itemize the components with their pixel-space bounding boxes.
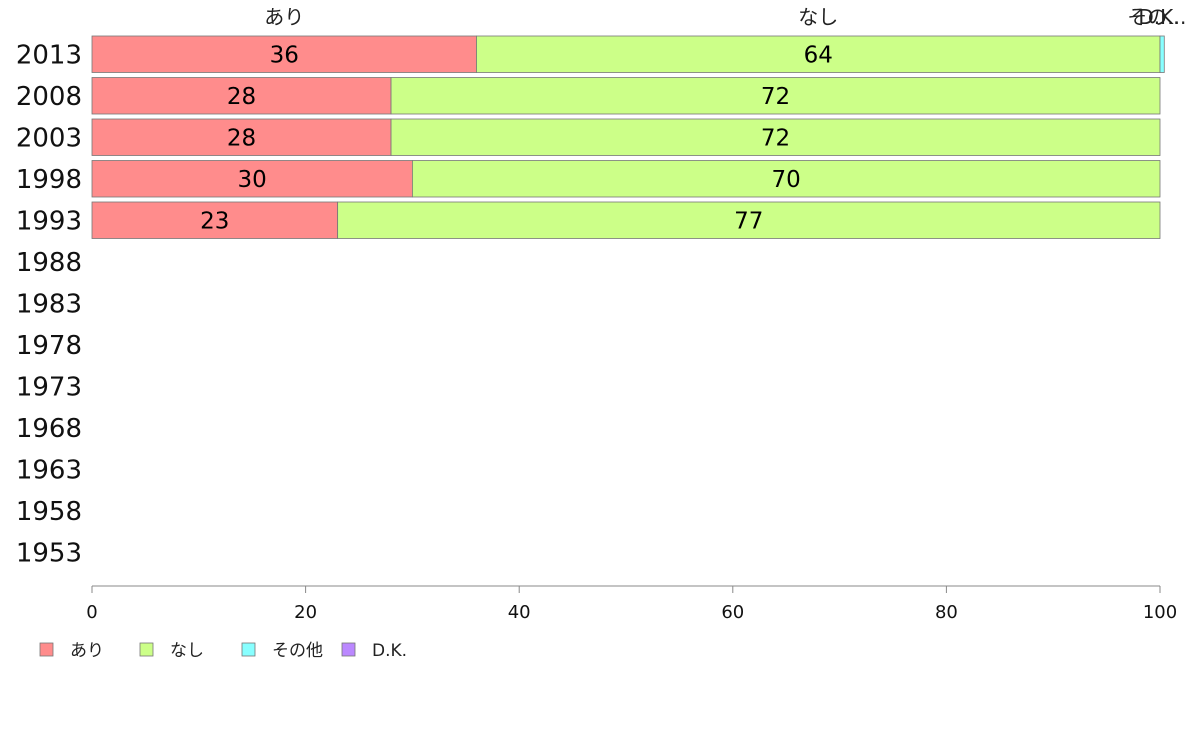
year-label: 1993 — [16, 206, 82, 236]
year-label: 1963 — [16, 455, 82, 485]
legend-label: その他 — [272, 641, 323, 661]
bar-segment — [476, 35, 1161, 73]
x-tick-label: 0 — [86, 602, 97, 623]
bar-segment — [390, 77, 1161, 115]
x-tick-label: 20 — [294, 602, 317, 623]
data-label: 70 — [772, 167, 801, 193]
bar-segment — [91, 201, 339, 239]
x-tick-label: 80 — [935, 602, 958, 623]
x-tick-label: 40 — [508, 602, 531, 623]
data-label: 30 — [238, 167, 267, 193]
data-label: 77 — [734, 208, 763, 234]
legend-swatch — [241, 642, 256, 657]
bar-segment — [91, 160, 413, 198]
year-label: 1968 — [16, 414, 82, 444]
year-label: 1988 — [16, 248, 82, 278]
legend-swatch — [341, 642, 356, 657]
bar-segment — [1159, 35, 1165, 73]
x-tick-label: 100 — [1143, 602, 1177, 623]
legend-swatch — [139, 642, 154, 657]
year-label: 2008 — [16, 82, 82, 112]
bar-segment — [91, 77, 392, 115]
year-label: 1978 — [16, 331, 82, 361]
bar-segment — [91, 35, 477, 73]
top-series-label: あり — [264, 5, 304, 29]
legend-swatch — [39, 642, 54, 657]
bar-segment — [411, 160, 1161, 198]
data-label: 72 — [761, 125, 790, 151]
data-label: 28 — [227, 125, 256, 151]
year-label: 2013 — [16, 40, 82, 70]
top-series-label: D.K. — [1138, 5, 1179, 29]
legend-label: D.K. — [372, 641, 407, 661]
data-label: 72 — [761, 84, 790, 110]
year-label: 1983 — [16, 289, 82, 319]
bar-segment — [337, 201, 1161, 239]
data-label: 64 — [804, 42, 833, 68]
data-label: 23 — [200, 208, 229, 234]
bar-segment — [91, 118, 392, 156]
top-series-label: なし — [798, 5, 838, 29]
top-series-label: その... — [1127, 5, 1186, 29]
year-label: 1998 — [16, 165, 82, 195]
year-label: 1953 — [16, 538, 82, 568]
legend-label: なし — [170, 641, 204, 661]
data-label: 28 — [227, 84, 256, 110]
year-label: 1973 — [16, 372, 82, 402]
legend-label: あり — [70, 641, 104, 661]
data-label: 36 — [270, 42, 299, 68]
year-label: 2003 — [16, 123, 82, 153]
bar-segment — [390, 118, 1161, 156]
year-label: 1958 — [16, 497, 82, 527]
x-tick-label: 60 — [721, 602, 744, 623]
